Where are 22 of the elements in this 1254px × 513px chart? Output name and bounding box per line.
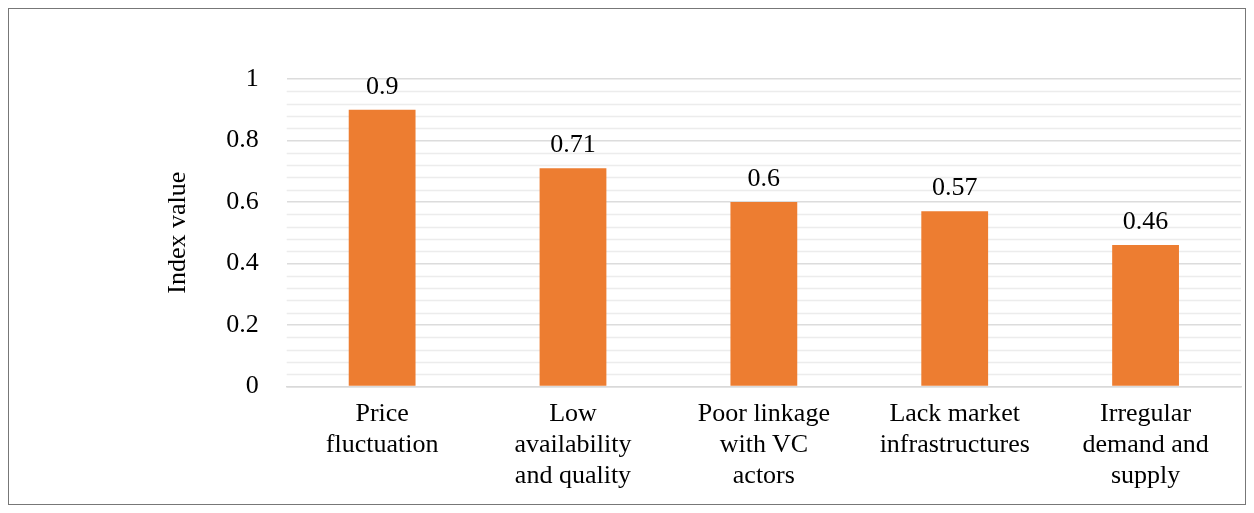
data-label: 0.57	[931, 172, 978, 202]
x-tick-label: Price fluctuation	[325, 397, 439, 459]
bar	[1112, 245, 1179, 386]
data-label: 0.9	[365, 70, 399, 100]
x-tick-label: Poor linkage with VC actors	[697, 397, 830, 490]
y-tick-label: 0	[245, 370, 259, 400]
x-tick-label: Irregular demand and supply	[1082, 397, 1209, 490]
y-tick-label: 0.4	[226, 247, 259, 277]
y-tick-label: 0.8	[226, 124, 259, 154]
y-axis-title: Index value	[162, 171, 192, 294]
bar	[730, 201, 798, 386]
y-tick-label: 0.2	[226, 308, 259, 338]
bar	[921, 211, 989, 386]
data-label: 0.71	[550, 128, 596, 158]
bar	[539, 168, 607, 386]
y-tick-label: 1	[245, 62, 259, 92]
bar	[348, 109, 416, 386]
x-tick-label: Lack market infrastructures	[879, 397, 1030, 459]
x-tick-label: Low availability and quality	[514, 397, 632, 490]
y-tick-label: 0.6	[226, 185, 259, 215]
data-label: 0.46	[1122, 205, 1169, 235]
data-label: 0.6	[747, 162, 781, 192]
